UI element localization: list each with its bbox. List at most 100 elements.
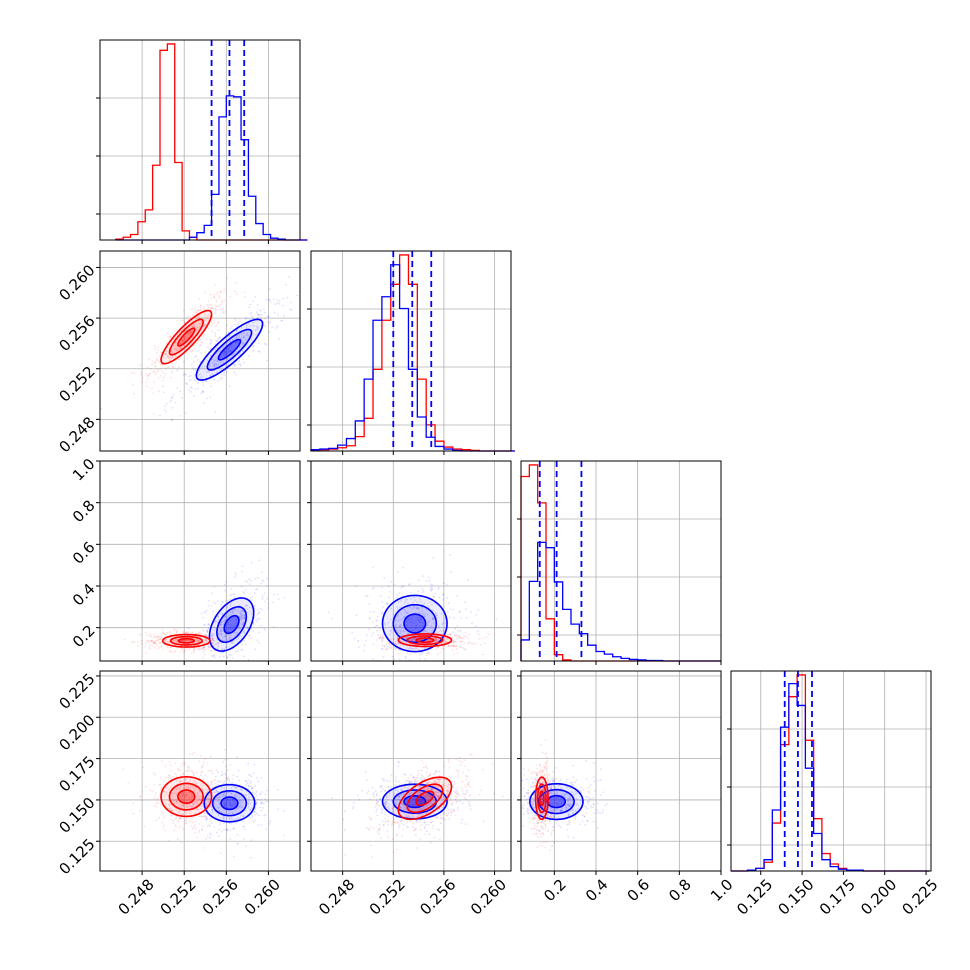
sample-point	[411, 797, 414, 800]
sample-point	[207, 800, 210, 803]
sample-point	[182, 319, 185, 322]
sample-point	[379, 798, 382, 800]
sample-point	[256, 812, 258, 815]
sample-point	[410, 616, 412, 619]
sample-point	[426, 624, 428, 627]
sample-point	[182, 360, 185, 363]
sample-point	[175, 801, 177, 803]
sample-point	[177, 349, 180, 352]
sample-point	[202, 761, 205, 764]
sample-point	[541, 787, 544, 790]
contour-series-a	[392, 603, 438, 644]
sample-point	[252, 349, 255, 352]
sample-point	[437, 804, 440, 807]
sample-point	[277, 808, 280, 810]
sample-point	[266, 577, 269, 580]
sample-point	[220, 632, 223, 635]
sample-point	[198, 829, 201, 832]
sample-point	[482, 768, 484, 771]
sample-point	[222, 801, 225, 804]
sample-point	[550, 816, 553, 818]
sample-point	[171, 418, 173, 421]
sample-point	[253, 592, 256, 595]
sample-point	[251, 815, 254, 818]
sample-point	[147, 640, 149, 643]
sample-point	[464, 823, 467, 825]
sample-point	[160, 760, 163, 762]
sample-point	[536, 817, 539, 820]
sample-point	[253, 792, 255, 795]
sample-point	[395, 619, 397, 621]
sample-point	[170, 769, 173, 772]
sample-point	[544, 819, 547, 822]
sample-point	[459, 640, 462, 643]
joint-panel-0-3	[96, 670, 301, 875]
sample-point	[370, 817, 372, 820]
sample-point	[221, 612, 224, 615]
sample-point	[216, 321, 219, 324]
sample-point	[195, 800, 197, 803]
sample-point	[526, 812, 529, 815]
sample-point	[440, 797, 443, 800]
sample-point	[411, 804, 414, 806]
sample-point	[437, 794, 439, 797]
sample-point	[233, 371, 235, 373]
sample-point	[442, 598, 444, 601]
sample-point	[568, 805, 570, 807]
sample-point	[412, 629, 414, 632]
sample-point	[437, 796, 439, 799]
sample-point	[267, 607, 270, 609]
sample-point	[227, 630, 230, 633]
sample-point	[257, 824, 260, 826]
sample-point	[369, 611, 372, 613]
sample-point	[404, 774, 407, 776]
sample-point	[208, 364, 211, 367]
sample-point	[154, 361, 157, 364]
sample-point	[277, 598, 280, 601]
sample-point	[240, 616, 242, 619]
sample-point	[206, 631, 209, 634]
sample-point	[220, 603, 222, 606]
sample-point	[184, 650, 186, 653]
sample-point	[444, 641, 447, 644]
sample-point	[191, 805, 194, 808]
sample-point	[427, 788, 430, 790]
sample-point	[227, 331, 230, 334]
sample-point	[232, 354, 234, 356]
sample-point	[182, 340, 185, 342]
sample-point	[223, 803, 226, 806]
sample-point	[453, 809, 456, 812]
sample-point	[267, 602, 269, 605]
sample-point	[226, 615, 229, 618]
sample-point	[397, 821, 400, 824]
sample-point	[435, 771, 438, 774]
sample-point	[204, 802, 207, 805]
sample-point	[450, 779, 453, 782]
sample-point	[429, 587, 432, 589]
sample-point	[396, 596, 399, 599]
sample-point	[193, 347, 195, 350]
sample-point	[214, 620, 216, 623]
sample-point	[243, 825, 245, 828]
sample-point	[363, 644, 366, 647]
sample-point	[396, 605, 398, 608]
sample-point	[399, 600, 402, 602]
sample-point	[248, 633, 251, 636]
sample-point	[160, 632, 163, 635]
sample-point	[208, 303, 211, 306]
sample-point	[541, 798, 544, 800]
sample-point	[549, 820, 552, 823]
sample-point	[155, 802, 158, 805]
sample-point	[195, 355, 198, 358]
sample-point	[267, 315, 269, 318]
sample-point	[188, 767, 191, 769]
sample-point	[200, 799, 202, 802]
sample-point	[190, 825, 193, 827]
sample-point	[439, 778, 442, 780]
sample-point	[220, 628, 223, 631]
sample-point	[465, 786, 468, 788]
sample-point	[464, 792, 467, 795]
sample-point	[523, 803, 526, 806]
sample-point	[247, 805, 250, 808]
sample-point	[428, 795, 431, 798]
